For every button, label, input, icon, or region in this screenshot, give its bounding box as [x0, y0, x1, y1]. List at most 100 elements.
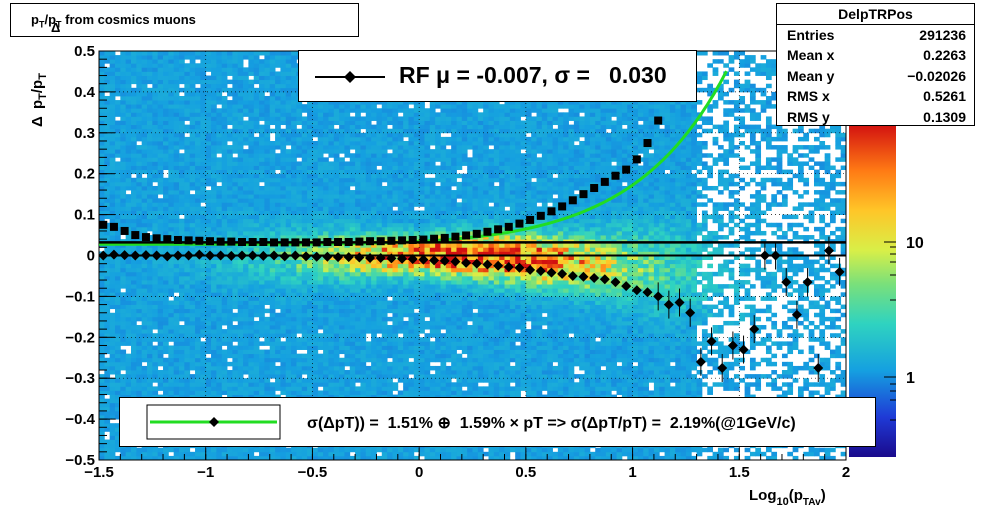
x-tick-label: 0 [415, 464, 423, 481]
z-tick-label: 1 [906, 370, 915, 387]
y-axis-title: Δ pT/pT [29, 73, 49, 127]
x-tick-label: 2 [842, 464, 850, 481]
mean-point [279, 251, 290, 262]
mean-point [386, 253, 397, 264]
sigma-point [526, 215, 535, 224]
sigma-point [654, 116, 663, 125]
x-tick-label: 1 [628, 464, 636, 481]
mean-point [674, 297, 685, 308]
sigma-point [504, 222, 513, 231]
mean-point [162, 251, 173, 262]
y-tick-label: 0.1 [74, 207, 95, 224]
mean-point [397, 253, 408, 264]
mean-point [834, 266, 845, 277]
stats-name: DelpTRPos [777, 4, 974, 25]
mean-point [258, 250, 269, 261]
chart-title-box: Δ pT/pT from cosmics muons [10, 3, 359, 37]
sigma-point [558, 202, 567, 211]
sigma-point [515, 219, 524, 228]
sigma-point [376, 237, 385, 246]
y-tick-label: −0.5 [65, 452, 95, 469]
sigma-point [227, 237, 236, 246]
mean-point [471, 258, 482, 269]
sigma-point [312, 238, 321, 247]
x-axis-title: Log10(pTAv) [749, 487, 826, 508]
chart-title: Δ pT/pT from cosmics muons [31, 12, 196, 35]
mean-point [781, 277, 792, 288]
sigma-point [483, 227, 492, 236]
mean-point [813, 362, 824, 373]
mean-point [343, 252, 354, 263]
mean-point [823, 245, 834, 256]
x-tick-label: 1.5 [729, 464, 750, 481]
data-markers [99, 116, 845, 382]
resolution-legend-text: σ(ΔpT)) = 1.51% ⊕ 1.59% × pT => σ(ΔpT/pT… [307, 415, 796, 432]
mean-point [482, 259, 493, 270]
stats-box: DelpTRPos Entries 291236 Mean x 0.2263 Mea… [776, 3, 975, 126]
y-tick-label: −0.4 [65, 411, 95, 428]
mean-point [375, 252, 386, 263]
mean-point [322, 251, 333, 262]
x-tick-label: −0.5 [298, 464, 328, 481]
sigma-point [259, 238, 268, 247]
mean-point [108, 249, 119, 260]
mean-point [450, 256, 461, 267]
mean-point [749, 324, 760, 335]
mean-point [727, 340, 738, 351]
axes: −1.5 −1 −0.5 0 0.5 1 1.5 2 −0.5 −0.4 −0.3 −0.2 −0.1 0… [65, 43, 850, 481]
mean-point [439, 255, 450, 266]
y-tick-label: −0.1 [65, 288, 95, 305]
mean-point [663, 299, 674, 310]
z-tick-label: 10 [906, 235, 924, 252]
mean-point [759, 250, 770, 261]
rf-legend-marker [315, 71, 385, 83]
y-tick-label: 0.3 [74, 125, 95, 142]
sigma-point [355, 237, 364, 246]
mean-point [151, 250, 162, 261]
sigma-point [334, 238, 343, 247]
mean-point [130, 250, 141, 261]
sigma-point [302, 238, 311, 247]
sigma-point [280, 238, 289, 247]
sigma-point [270, 238, 279, 247]
mean-point [653, 291, 664, 302]
mean-point [226, 250, 237, 261]
sigma-point [216, 237, 225, 246]
stats-row: RMS y 0.1309 [787, 108, 966, 125]
sigma-point [568, 196, 577, 205]
mean-point [301, 251, 312, 262]
x-tick-label: −1 [197, 464, 214, 481]
sigma-point [600, 177, 609, 186]
mean-point [290, 250, 301, 261]
resolution-legend-marker [146, 404, 281, 440]
mean-point [514, 262, 525, 273]
x-tick-label: −1.5 [84, 464, 114, 481]
sigma-point [205, 237, 214, 246]
mean-point [354, 252, 365, 263]
stats-row: Entries 291236 [787, 27, 966, 43]
sigma-point [536, 211, 545, 220]
mean-point [119, 250, 130, 261]
mean-point [407, 254, 418, 265]
resolution-legend: σ(ΔpT)) = 1.51% ⊕ 1.59% × pT => σ(ΔpT/pT… [119, 397, 876, 447]
mean-point [269, 250, 280, 261]
mean-point [610, 277, 621, 288]
sigma-point [387, 236, 396, 245]
mean-point [599, 274, 610, 285]
sigma-point [547, 207, 556, 216]
mean-point [493, 260, 504, 271]
sigma-point [163, 235, 172, 244]
stats-row: Mean x 0.2263 [787, 47, 966, 64]
sigma-point [173, 235, 182, 244]
mean-point [140, 250, 151, 261]
y-tick-label: −0.3 [65, 370, 95, 387]
rf-legend-text: RF μ = -0.007, σ = 0.030 [399, 62, 667, 88]
stats-row: Mean y −0.02026 [787, 67, 966, 84]
sigma-point [451, 232, 460, 241]
sigma-point [579, 190, 588, 199]
x-tick-label: 0.5 [515, 464, 536, 481]
sigma-point [141, 233, 150, 242]
mean-point [418, 254, 429, 265]
mean-point [642, 287, 653, 298]
sigma-point [248, 238, 257, 247]
